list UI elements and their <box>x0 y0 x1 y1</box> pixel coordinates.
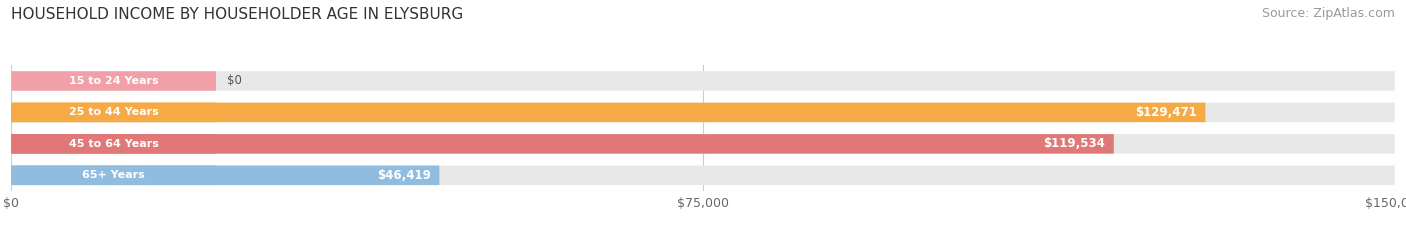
FancyBboxPatch shape <box>11 166 217 185</box>
FancyBboxPatch shape <box>11 134 217 154</box>
Text: 15 to 24 Years: 15 to 24 Years <box>69 76 159 86</box>
FancyBboxPatch shape <box>11 71 1395 91</box>
Text: Source: ZipAtlas.com: Source: ZipAtlas.com <box>1261 7 1395 20</box>
Text: $119,534: $119,534 <box>1043 137 1105 150</box>
Text: 45 to 64 Years: 45 to 64 Years <box>69 139 159 149</box>
FancyBboxPatch shape <box>11 103 1395 122</box>
FancyBboxPatch shape <box>11 103 1205 122</box>
FancyBboxPatch shape <box>11 134 1395 154</box>
Text: $46,419: $46,419 <box>377 169 432 182</box>
Text: 65+ Years: 65+ Years <box>83 170 145 180</box>
FancyBboxPatch shape <box>11 134 1114 154</box>
FancyBboxPatch shape <box>11 166 1395 185</box>
FancyBboxPatch shape <box>11 166 440 185</box>
FancyBboxPatch shape <box>11 103 217 122</box>
FancyBboxPatch shape <box>11 71 217 91</box>
Text: 25 to 44 Years: 25 to 44 Years <box>69 107 159 117</box>
Text: $129,471: $129,471 <box>1136 106 1197 119</box>
Text: $0: $0 <box>228 75 242 87</box>
Text: HOUSEHOLD INCOME BY HOUSEHOLDER AGE IN ELYSBURG: HOUSEHOLD INCOME BY HOUSEHOLDER AGE IN E… <box>11 7 464 22</box>
